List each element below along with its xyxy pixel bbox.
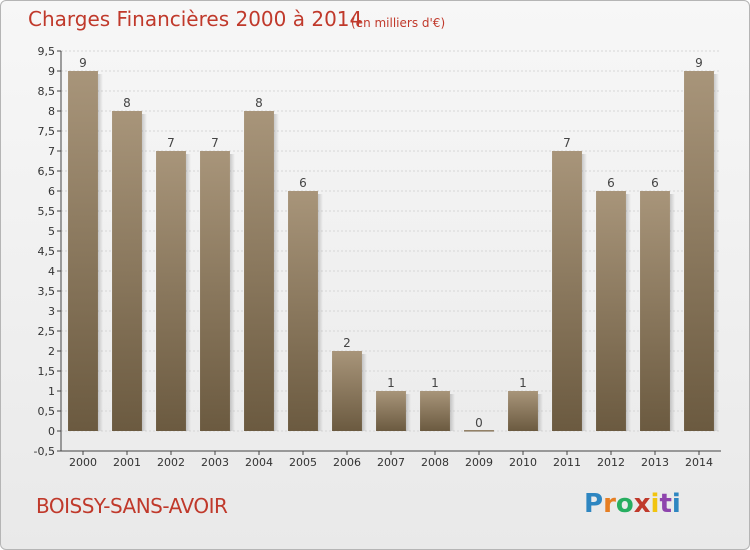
bar-shadow	[625, 194, 631, 431]
y-tick-label: 3	[48, 305, 55, 318]
bar-2003	[200, 151, 230, 431]
data-label: 9	[695, 56, 703, 70]
y-tick-label: 7,5	[38, 125, 56, 138]
data-label: 1	[387, 376, 395, 390]
y-tick-label: 9,5	[38, 45, 56, 58]
bar-2009	[464, 430, 494, 432]
bar-2006	[332, 351, 362, 431]
bar-2014	[684, 71, 714, 431]
x-tick-label: 2002	[157, 456, 185, 469]
bar-shadow	[141, 114, 147, 431]
y-tick-label: 9	[48, 65, 55, 78]
data-label: 6	[651, 176, 659, 190]
y-tick-label: 2	[48, 345, 55, 358]
bar-shadow	[317, 194, 323, 431]
x-tick-label: 2014	[685, 456, 713, 469]
data-label: 2	[343, 336, 351, 350]
y-tick-label: 6	[48, 185, 55, 198]
x-tick-label: 2006	[333, 456, 361, 469]
bar-2008	[420, 391, 450, 431]
bar-shadow	[449, 394, 455, 431]
bar-2007	[376, 391, 406, 431]
x-tick-label: 2007	[377, 456, 405, 469]
bar-2010	[508, 391, 538, 431]
bar-2013	[640, 191, 670, 431]
y-tick-label: 0,5	[38, 405, 56, 418]
bar-shadow	[273, 114, 279, 431]
y-tick-label: 6,5	[38, 165, 56, 178]
x-tick-label: 2009	[465, 456, 493, 469]
x-tick-label: 2005	[289, 456, 317, 469]
data-label: 9	[79, 56, 87, 70]
bar-shadow	[229, 154, 235, 431]
data-label: 0	[475, 416, 483, 430]
bar-2004	[244, 111, 274, 431]
y-tick-label: 2,5	[38, 325, 56, 338]
y-tick-label: 7	[48, 145, 55, 158]
bar-shadow	[581, 154, 587, 431]
y-tick-label: 5	[48, 225, 55, 238]
x-tick-label: 2004	[245, 456, 273, 469]
data-label: 8	[255, 96, 263, 110]
proxiti-logo: Proxiti	[584, 489, 681, 519]
bar-shadow	[185, 154, 191, 431]
y-tick-label: 4,5	[38, 245, 56, 258]
bar-2012	[596, 191, 626, 431]
x-tick-label: 2013	[641, 456, 669, 469]
bar-shadow	[97, 74, 103, 431]
bar-shadow	[405, 394, 411, 431]
data-label: 1	[431, 376, 439, 390]
data-label: 6	[607, 176, 615, 190]
bar-shadow	[669, 194, 675, 431]
x-tick-label: 2008	[421, 456, 449, 469]
bar-2011	[552, 151, 582, 431]
bar-2000	[68, 71, 98, 431]
data-label: 7	[563, 136, 571, 150]
data-label: 6	[299, 176, 307, 190]
y-tick-label: 1,5	[38, 365, 56, 378]
data-label: 7	[211, 136, 219, 150]
chart-unit: (en milliers d'€)	[351, 16, 446, 30]
y-tick-label: 5,5	[38, 205, 56, 218]
chart-title: Charges Financières 2000 à 2014	[28, 7, 363, 31]
bar-shadow	[537, 394, 543, 431]
y-tick-label: 1	[48, 385, 55, 398]
bar-2001	[112, 111, 142, 431]
y-tick-label: 0	[48, 425, 55, 438]
x-tick-label: 2010	[509, 456, 537, 469]
y-tick-label: 4	[48, 265, 55, 278]
x-tick-label: 2012	[597, 456, 625, 469]
data-label: 7	[167, 136, 175, 150]
data-label: 1	[519, 376, 527, 390]
x-tick-label: 2000	[69, 456, 97, 469]
bar-2002	[156, 151, 186, 431]
x-tick-label: 2011	[553, 456, 581, 469]
bar-2005	[288, 191, 318, 431]
data-label: 8	[123, 96, 131, 110]
y-tick-label: 3,5	[38, 285, 56, 298]
bar-shadow	[713, 74, 719, 431]
y-tick-label: 8	[48, 105, 55, 118]
bar-shadow	[361, 354, 367, 431]
place-name: BOISSY-SANS-AVOIR	[36, 494, 228, 518]
x-tick-label: 2001	[113, 456, 141, 469]
x-tick-label: 2003	[201, 456, 229, 469]
y-tick-label: -0,5	[34, 445, 55, 458]
y-tick-label: 8,5	[38, 85, 56, 98]
